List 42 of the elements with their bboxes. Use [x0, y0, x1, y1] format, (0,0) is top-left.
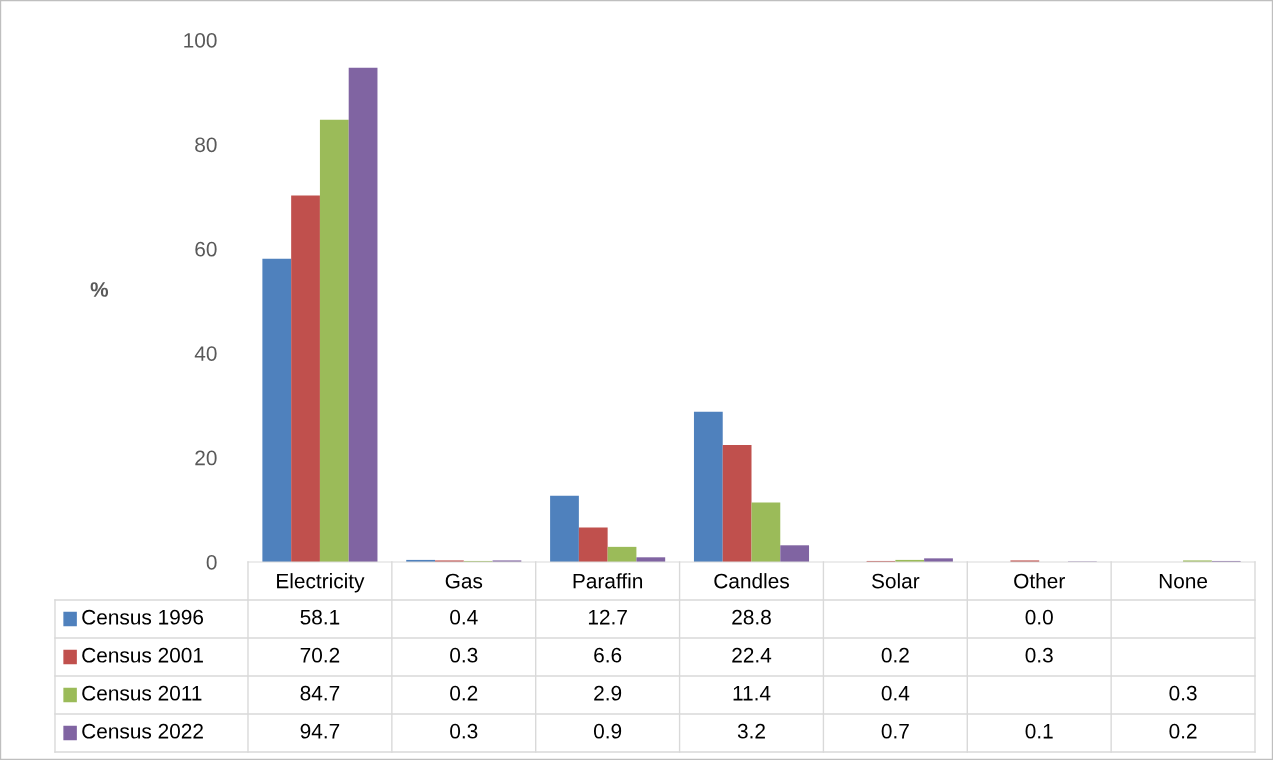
y-axis-title: % — [90, 282, 109, 297]
data-label: 0.0 — [1025, 609, 1053, 625]
x-tick-label: Other — [1014, 573, 1065, 589]
data-label: 0.2 — [1169, 723, 1197, 739]
data-label: 0.2 — [450, 685, 478, 701]
data-label: 11.4 — [733, 686, 771, 701]
legend-label: Census 2011 — [82, 685, 202, 701]
data-label: 28.8 — [732, 609, 771, 625]
legend-label: Census 2001 — [82, 647, 203, 663]
x-tick-label: Gas — [445, 573, 483, 589]
x-tick-label: Paraffin — [573, 573, 643, 589]
data-label: 0.3 — [1169, 685, 1197, 701]
x-tick-label: Electricity — [277, 573, 365, 593]
data-label: 3.2 — [737, 723, 765, 739]
y-tick-label: 80 — [195, 137, 217, 153]
y-tick-label: 0 — [206, 555, 217, 570]
x-tick-label: Solar — [871, 573, 920, 589]
data-label: 6.6 — [594, 647, 622, 663]
data-label: 70.2 — [300, 647, 340, 663]
data-label: 12.7 — [588, 609, 627, 625]
y-tick-label: 40 — [194, 346, 217, 361]
y-tick-label: 20 — [195, 450, 217, 466]
data-label: 0.2 — [881, 647, 909, 663]
legend-label: Census 1996 — [82, 609, 204, 625]
data-label: 0.3 — [450, 647, 478, 663]
legend-label: Census 2022 — [82, 723, 203, 739]
data-label: 0.9 — [593, 723, 622, 739]
y-tick-label: 60 — [195, 241, 217, 257]
data-label: 58.1 — [300, 609, 340, 625]
data-label: 84.7 — [300, 685, 340, 701]
y-tick-label: 100 — [184, 33, 217, 48]
data-label: 0.4 — [450, 609, 478, 625]
data-label: 0.3 — [450, 723, 478, 739]
x-tick-label: None — [1159, 573, 1208, 589]
x-tick-label: Candles — [714, 573, 789, 589]
data-label: 0.7 — [881, 723, 909, 739]
data-label: 0.1 — [1025, 723, 1053, 739]
data-label: 0.4 — [881, 685, 910, 701]
data-label: 2.9 — [594, 685, 622, 701]
data-label: 0.3 — [1025, 647, 1053, 663]
data-label: 22.4 — [732, 647, 772, 663]
data-label: 94.7 — [300, 723, 340, 739]
